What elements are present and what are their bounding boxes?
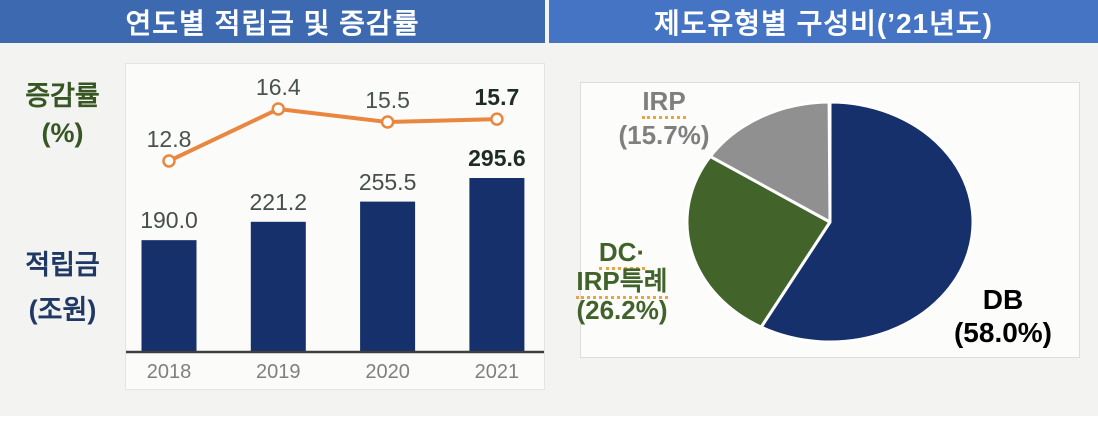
reserve-axis-caption-line1: 적립금 [25,250,100,280]
pie-label-irp: IRP (15.7%) [584,84,744,152]
line-marker-2018 [162,154,176,168]
line-marker-2019 [271,102,286,116]
pie-label-db: DB (58.0%) [923,283,1083,349]
bar-value-label: 221.2 [249,188,308,215]
pie-label-db-pct: (58.0%) [953,317,1053,348]
bar-value-label: 190.0 [140,207,198,234]
pie-slice-DC·IRP특례 [685,154,832,329]
bar-2020 [360,201,416,352]
left-panel-title: 연도별 적립금 및 증감률 [0,0,545,43]
pie-slice-IRP [708,100,832,224]
pie-slice-DB [759,100,975,344]
x-axis-tick-label: 2019 [256,361,301,383]
combo-chart-plot-area: 12.8 16.4 15.5 15.7 190.0 221.2 255.5 29… [125,63,545,390]
bar-2019 [250,221,306,352]
growth-rate-axis-caption-line2: (%) [41,118,84,148]
pie-chart [685,100,975,344]
line-value-label: 15.5 [365,86,410,113]
bar-line-chart [126,102,544,354]
pie-label-dc-line1: DC· [598,237,646,270]
pie-label-dc-irp: DC· IRP특례 (26.2%) [537,237,707,325]
reserve-axis-caption-line2: (조원) [28,295,97,325]
pie-chart-panel [580,82,1080,358]
bar-value-label: 255.5 [358,168,417,195]
pie-label-irp-name: IRP [642,86,686,119]
pie-label-db-name: DB [982,284,1024,315]
line-value-label: 16.4 [255,74,301,100]
line-value-label: 12.8 [146,125,192,152]
growth-rate-axis-caption: 증감률 (%) [0,78,125,152]
bar-2021 [469,178,525,352]
x-axis-tick-label: 2018 [146,361,192,383]
x-axis-tick-label: 2020 [365,361,410,383]
pie-label-dc-line2: IRP특례 [576,266,668,299]
bar-2018 [141,240,197,352]
right-panel-title: 제도유형별 구성비(’21년도) [549,0,1098,43]
growth-rate-line [167,107,499,163]
line-value-label: 15.7 [474,84,520,111]
bottom-edge-strip [0,416,1098,423]
line-marker-2020 [380,115,395,129]
bar-value-label: 295.6 [468,145,526,171]
pie-label-dc-pct: (26.2%) [576,295,668,325]
x-axis-tick-label: 2021 [474,361,520,383]
growth-rate-axis-caption-line1: 증감률 [25,81,100,111]
reserve-axis-caption: 적립금 (조원) [0,243,125,333]
pie-label-irp-pct: (15.7%) [618,120,710,150]
line-marker-2021 [490,112,504,126]
